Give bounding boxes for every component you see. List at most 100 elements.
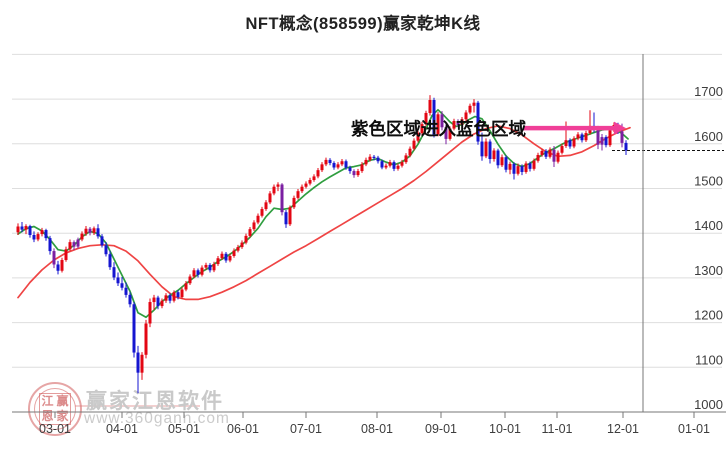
candle-body [20, 226, 24, 230]
candle-body [472, 102, 476, 106]
candle-body [228, 255, 232, 261]
candle-body [572, 138, 576, 147]
candle-body [280, 184, 284, 213]
candle-body [92, 228, 96, 233]
candle-body [620, 131, 624, 143]
candle-body [284, 212, 288, 225]
candle-body [28, 226, 32, 235]
candle-body [200, 267, 204, 275]
watermark-brand-text: 赢家江恩软件 [86, 390, 224, 413]
candle-body [188, 276, 192, 284]
candle-body [204, 264, 208, 268]
candle-body [352, 171, 356, 176]
x-tick-label: 10-01 [489, 422, 521, 436]
candle-body [240, 242, 244, 248]
candle-body [368, 156, 372, 160]
candle-body [436, 114, 440, 135]
candle-body [68, 242, 72, 250]
candle-body [568, 140, 572, 147]
candle-body [604, 137, 608, 146]
x-tick-label: 05-01 [168, 422, 200, 436]
candle-body [164, 295, 168, 301]
annotation-text: 紫色区域进入蓝色区域 [351, 119, 526, 139]
x-tick-label: 04-01 [106, 422, 138, 436]
candle-body [464, 112, 468, 120]
candle-body [40, 230, 44, 235]
candle-body [156, 297, 160, 307]
candle-body [508, 163, 512, 170]
candle-body [536, 154, 540, 161]
candle-body [80, 233, 84, 240]
candle-body [160, 300, 164, 307]
candle-body [596, 129, 600, 145]
candle-body [580, 134, 584, 141]
ma-slow-line [17, 125, 631, 301]
candle-body [320, 164, 324, 171]
candle-body [384, 165, 388, 168]
y-tick-label: 1000 [694, 397, 723, 412]
candle-body [252, 222, 256, 230]
candle-body [480, 141, 484, 157]
candle-body [76, 239, 80, 247]
candle-body [376, 157, 380, 162]
candle-body [532, 160, 536, 169]
candle-body [44, 230, 48, 239]
y-tick-label: 1500 [694, 174, 723, 189]
candle-body [428, 99, 432, 113]
y-tick-label: 1100 [695, 352, 723, 367]
candle-body [404, 155, 408, 163]
candle-body [112, 267, 116, 278]
candle-body [412, 140, 416, 149]
candle-body [292, 197, 296, 208]
candle-body [96, 228, 100, 237]
candle-body [220, 253, 224, 259]
candle-body [36, 234, 40, 240]
candle-body [520, 166, 524, 172]
candle-body [300, 186, 304, 192]
candle-body [476, 102, 480, 142]
watermark-url-text: www.360gann.com [84, 410, 230, 427]
candle-body [504, 157, 508, 170]
candle-body [540, 150, 544, 155]
candle-body [232, 250, 236, 256]
candle-body [116, 277, 120, 284]
candle-body [524, 163, 528, 172]
candle-body [316, 170, 320, 177]
candle-body [184, 283, 188, 290]
candle-body [392, 162, 396, 169]
x-tick-label: 06-01 [227, 422, 259, 436]
candle-body [548, 149, 552, 157]
candle-body [236, 247, 240, 251]
candle-body [124, 287, 128, 295]
candle-body [136, 352, 140, 373]
candle-body [492, 150, 496, 159]
candle-body [600, 137, 604, 145]
seal-char: 赢 [56, 394, 69, 408]
candle-body [60, 260, 64, 271]
candle-body [256, 215, 260, 223]
candle-body [452, 121, 456, 129]
candle-body [356, 171, 360, 176]
x-tick-label: 01-01 [678, 422, 710, 436]
y-tick-label: 1700 [694, 84, 723, 99]
candle-body [312, 176, 316, 181]
candle-body [576, 134, 580, 139]
x-tick-label: 08-01 [361, 422, 393, 436]
ma-fast-line [17, 108, 629, 319]
candle-body [440, 114, 444, 128]
candle-body [304, 183, 308, 187]
candle-body [344, 161, 348, 168]
candle-body [128, 294, 132, 305]
candle-body [180, 289, 184, 298]
candle-body [100, 236, 104, 246]
candle-body [260, 209, 264, 216]
candle-body [564, 140, 568, 147]
candle-body [216, 258, 220, 265]
y-tick-label: 1200 [694, 308, 723, 323]
candle-body [528, 163, 532, 169]
candle-body [72, 242, 76, 247]
candle-body [552, 149, 556, 162]
candle-body [468, 105, 472, 113]
